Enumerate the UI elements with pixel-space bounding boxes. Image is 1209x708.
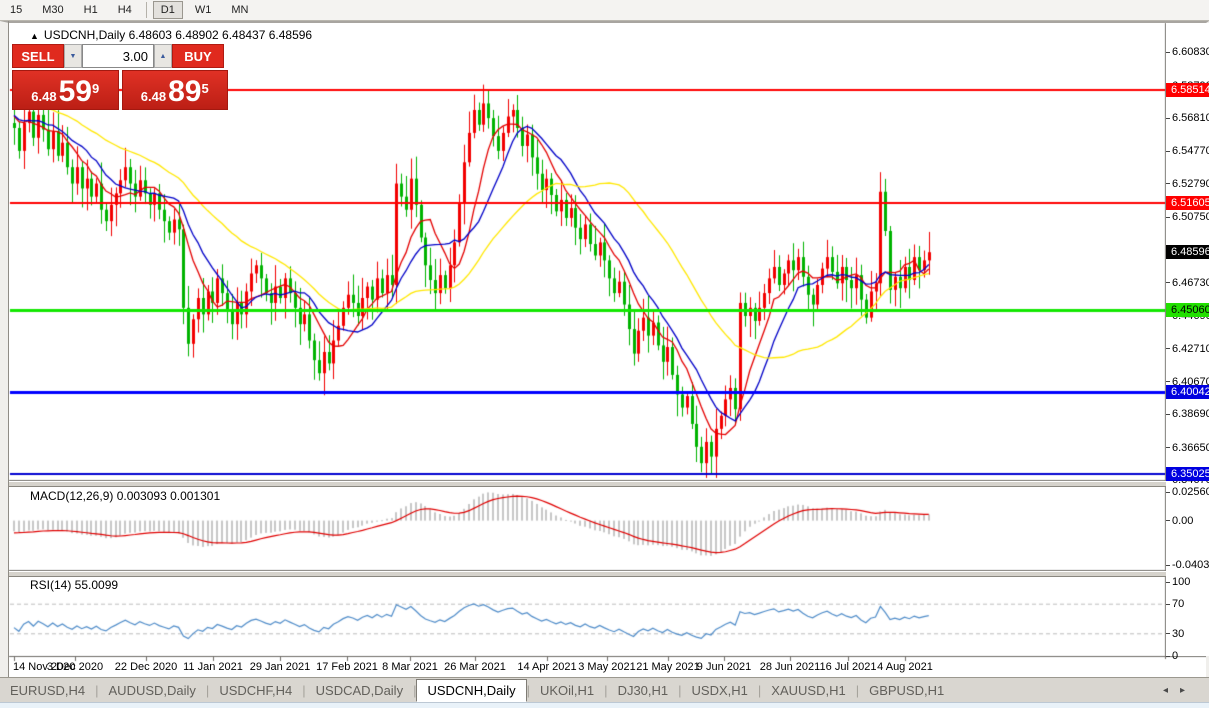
rsi-axis-tick: 100 bbox=[1166, 576, 1190, 588]
date-label: 16 Jul 2021 bbox=[819, 661, 877, 673]
rsi-pane-splitter[interactable] bbox=[9, 571, 1166, 577]
date-label: 11 Jan 2021 bbox=[183, 661, 243, 673]
price-marker: 6.35025 bbox=[1166, 467, 1209, 482]
status-bar bbox=[0, 702, 1209, 708]
price-marker: 6.51605 bbox=[1166, 196, 1209, 211]
tab-separator: | bbox=[678, 682, 682, 698]
price-tick: 6.56810 bbox=[1166, 112, 1209, 124]
tab-separator: | bbox=[302, 682, 306, 698]
tab-usdcad-daily[interactable]: USDCAD,Daily bbox=[315, 682, 404, 698]
tab-separator: | bbox=[413, 682, 417, 698]
tab-separator: | bbox=[526, 682, 530, 698]
price-tick: 6.50750 bbox=[1166, 211, 1209, 223]
price-marker: 6.40042 bbox=[1166, 385, 1209, 400]
macd-axis-tick: -0.04038 bbox=[1166, 559, 1209, 571]
rsi-axis-tick: 70 bbox=[1166, 598, 1184, 610]
price-tick: 6.54770 bbox=[1166, 145, 1209, 157]
rsi-axis-tick: 0 bbox=[1166, 650, 1178, 662]
price-marker: 6.48596 bbox=[1166, 245, 1209, 260]
rsi-label: RSI(14) 55.0099 bbox=[30, 578, 119, 592]
tab-scroll-left-icon[interactable]: ◂ bbox=[1162, 684, 1180, 696]
date-label: 3 Dec 2020 bbox=[46, 661, 104, 673]
tab-eurusd-h4[interactable]: EURUSD,H4 bbox=[10, 682, 86, 698]
date-label: 8 Mar 2021 bbox=[382, 661, 438, 673]
timeframe-button-h4[interactable]: H4 bbox=[117, 4, 132, 16]
tab-audusd-daily[interactable]: AUDUSD,Daily bbox=[108, 682, 196, 698]
timeframe-toolbar: 15 M30 H1 H4 D1 W1 MN bbox=[0, 0, 1209, 21]
window-left-edge bbox=[8, 21, 9, 677]
tab-usdx-h1[interactable]: USDX,H1 bbox=[691, 682, 748, 698]
price-tick: 6.36650 bbox=[1166, 442, 1209, 454]
volume-decrease-button[interactable]: ▼ bbox=[64, 44, 82, 68]
volume-increase-button[interactable]: ▲ bbox=[154, 44, 172, 68]
price-axis[interactable]: 6.608306.587906.568106.547706.527906.507… bbox=[1166, 23, 1209, 662]
tab-gbpusd-h1[interactable]: GBPUSD,H1 bbox=[869, 682, 945, 698]
tab-usdcnh-daily[interactable]: USDCNH,Daily bbox=[416, 678, 527, 702]
date-label: 28 Jun 2021 bbox=[759, 661, 821, 673]
rsi-axis-tick: 30 bbox=[1166, 628, 1184, 640]
date-label: 14 Apr 2021 bbox=[517, 661, 577, 673]
date-label: 9 Jun 2021 bbox=[696, 661, 752, 673]
tab-dj30-h1[interactable]: DJ30,H1 bbox=[617, 682, 669, 698]
macd-label: MACD(12,26,9) 0.003093 0.001301 bbox=[30, 489, 221, 503]
timeframe-button-mn[interactable]: MN bbox=[231, 4, 249, 16]
timeframe-button-w1[interactable]: W1 bbox=[194, 4, 212, 16]
macd-pane-splitter[interactable] bbox=[9, 481, 1166, 487]
date-label: 22 Dec 2020 bbox=[114, 661, 178, 673]
tab-scroll-right-icon[interactable]: ▸ bbox=[1179, 684, 1197, 696]
timeframe-button-d1[interactable]: D1 bbox=[152, 1, 183, 19]
price-tick: 6.46730 bbox=[1166, 277, 1209, 289]
price-marker: 6.45060 bbox=[1166, 303, 1209, 318]
date-label: 21 May 2021 bbox=[636, 661, 700, 673]
sell-price-display[interactable]: 6.48 59 9 bbox=[12, 70, 119, 110]
macd-axis-tick: 0.025609 bbox=[1166, 486, 1209, 498]
timeframe-button-15[interactable]: 15 bbox=[10, 4, 23, 16]
price-tick: 6.42710 bbox=[1166, 343, 1209, 355]
tab-separator: | bbox=[604, 682, 608, 698]
timeframe-button-h1[interactable]: H1 bbox=[83, 4, 98, 16]
date-axis[interactable]: 14 Nov 2020 3 Dec 2020 22 Dec 2020 11 Jan 2… bbox=[9, 659, 1166, 677]
date-label: 26 Mar 2021 bbox=[444, 661, 506, 673]
tab-separator: | bbox=[205, 682, 210, 698]
tab-separator: | bbox=[95, 682, 99, 698]
timeframe-button-m30[interactable]: M30 bbox=[42, 4, 64, 16]
tab-scroll-arrows: ◂▸ bbox=[1163, 685, 1197, 696]
buy-button[interactable]: BUY bbox=[172, 44, 224, 68]
chart-title: ▲ USDCNH,Daily 6.48603 6.48902 6.48437 6.… bbox=[30, 28, 313, 42]
price-tick: 6.52790 bbox=[1166, 178, 1209, 190]
tab-xauusd-h1[interactable]: XAUUSD,H1 bbox=[771, 682, 846, 698]
toolbar-separator bbox=[145, 2, 147, 18]
price-tick: 6.38690 bbox=[1166, 408, 1209, 420]
date-label: 29 Jan 2021 bbox=[249, 661, 311, 673]
tab-ukoil-h1[interactable]: UKOil,H1 bbox=[539, 682, 595, 698]
date-label: 14 Nov 2020 bbox=[13, 661, 76, 673]
price-marker: 6.58514 bbox=[1166, 83, 1209, 98]
symbol-tab-bar: EURUSD,H4 | AUDUSD,Daily | USDCHF,H4 | USDCAD,… bbox=[0, 677, 1209, 702]
sell-button[interactable]: SELL bbox=[12, 44, 64, 68]
volume-input[interactable] bbox=[82, 44, 154, 68]
date-label: 3 May 2021 bbox=[578, 661, 636, 673]
tab-separator: | bbox=[757, 682, 762, 698]
date-label: 4 Aug 2021 bbox=[877, 661, 933, 673]
date-label: 17 Feb 2021 bbox=[316, 661, 378, 673]
price-tick: 6.40670 bbox=[1166, 376, 1209, 388]
macd-axis-tick: 0.00 bbox=[1166, 515, 1193, 527]
price-tick: 6.60830 bbox=[1166, 46, 1209, 58]
buy-price-display[interactable]: 6.48 89 5 bbox=[121, 70, 228, 110]
tab-separator: | bbox=[855, 682, 860, 698]
cursor-arrow-icon: ▲ bbox=[30, 31, 39, 41]
tab-usdchf-h4[interactable]: USDCHF,H4 bbox=[219, 682, 293, 698]
